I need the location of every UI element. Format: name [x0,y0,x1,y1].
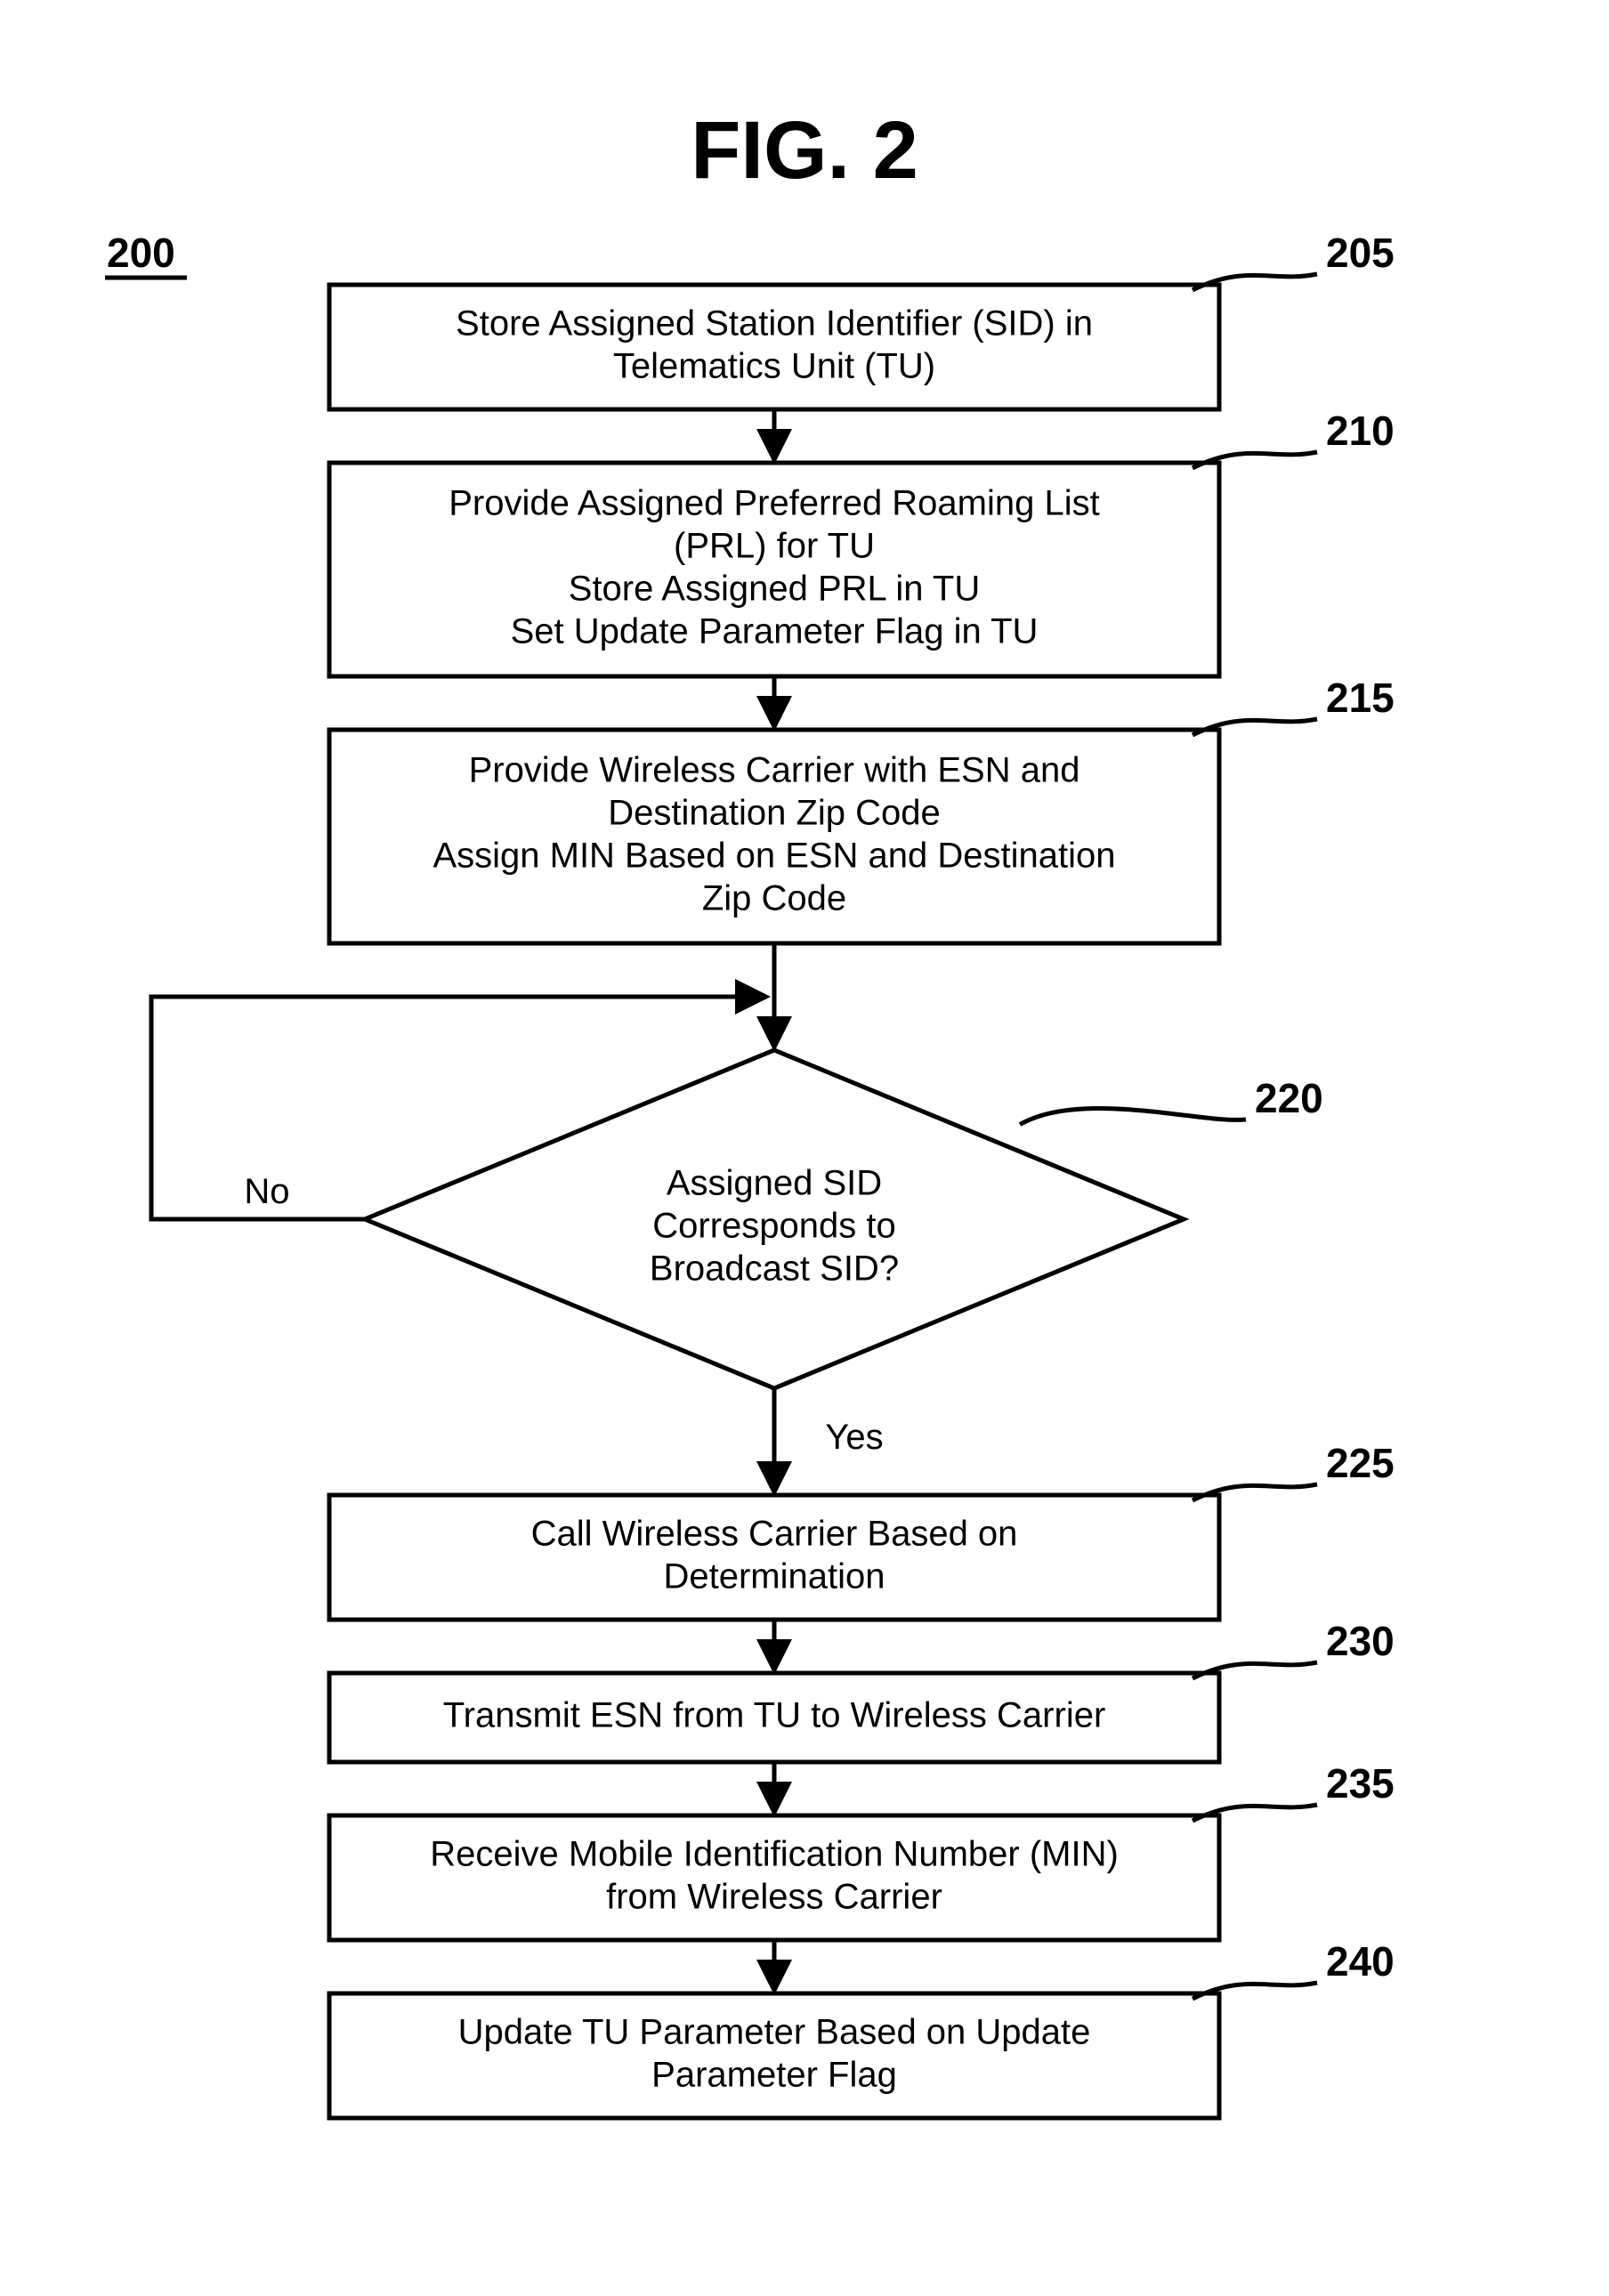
b215-line-0: Provide Wireless Carrier with ESN and [469,751,1080,790]
b220-line-1: Corresponds to [652,1207,895,1246]
b215-box: Provide Wireless Carrier with ESN and Des… [329,730,1219,943]
ref-curve-b225 [1193,1484,1317,1500]
b230-box: Transmit ESN from TU to Wireless Carrier [329,1673,1219,1762]
b240-line-1: Parameter Flag [651,2056,897,2095]
ref-curve-b215 [1193,719,1317,735]
ref-b210: 210 [1326,408,1395,454]
b205-line-0: Store Assigned Station Identifier (SID) … [456,304,1093,344]
figure-ref-200: 200 [107,230,175,276]
b210-line-0: Provide Assigned Preferred Roaming List [449,484,1099,523]
b220-diamond: Assigned SID Corresponds toBroadcast SID? [365,1050,1184,1388]
ref-b230: 230 [1326,1618,1395,1664]
b225-line-0: Call Wireless Carrier Based on [531,1515,1018,1554]
b240-box: Update TU Parameter Based on Update Param… [329,1993,1219,2118]
figure-title: FIG. 2 [691,105,918,196]
b220-line-2: Broadcast SID? [650,1249,899,1289]
ref-curve-b205 [1193,274,1317,290]
b210-box: Provide Assigned Preferred Roaming List (… [329,463,1219,676]
b230-line-0: Transmit ESN from TU to Wireless Carrier [443,1696,1106,1735]
ref-b240: 240 [1326,1938,1395,1985]
ref-b215: 215 [1326,675,1395,721]
ref-b220: 220 [1255,1075,1323,1121]
label-no: No [244,1172,289,1211]
b235-line-0: Receive Mobile Identification Number (MI… [430,1835,1119,1874]
ref-curve-b220 [1020,1108,1246,1124]
ref-b205: 205 [1326,230,1395,276]
b205-line-1: Telematics Unit (TU) [613,347,935,386]
ref-curve-b210 [1193,452,1317,468]
ref-b225: 225 [1326,1440,1395,1486]
b235-box: Receive Mobile Identification Number (MI… [329,1815,1219,1940]
b215-line-2: Assign MIN Based on ESN and Destination [433,837,1115,876]
ref-b235: 235 [1326,1760,1395,1807]
ref-curve-b235 [1193,1805,1317,1821]
b235-line-1: from Wireless Carrier [606,1878,942,1917]
ref-curve-b240 [1193,1983,1317,1999]
b205-box: Store Assigned Station Identifier (SID) … [329,285,1219,409]
ref-curve-b230 [1193,1662,1317,1678]
b210-line-2: Store Assigned PRL in TU [569,570,980,609]
b220-line-0: Assigned SID [667,1164,882,1203]
b210-line-1: (PRL) for TU [674,527,875,566]
b225-line-1: Determination [663,1557,885,1597]
b210-line-3: Set Update Parameter Flag in TU [511,612,1039,651]
label-yes: Yes [825,1418,883,1457]
b225-box: Call Wireless Carrier Based onDeterminat… [329,1495,1219,1620]
b215-line-3: Zip Code [702,879,846,918]
b215-line-1: Destination Zip Code [608,794,941,833]
b240-line-0: Update TU Parameter Based on Update [458,2013,1091,2052]
